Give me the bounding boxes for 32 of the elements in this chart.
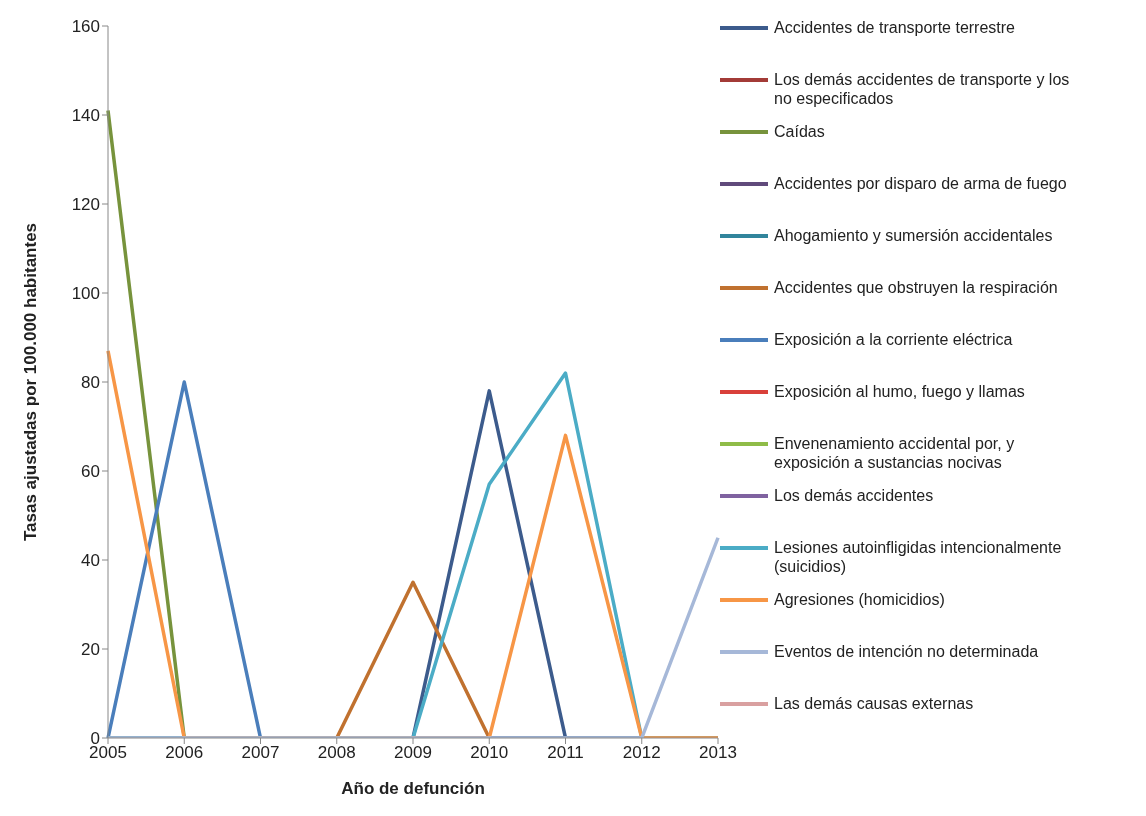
- legend-label: Accidentes que obstruyen la respiración: [774, 278, 1059, 297]
- x-tick-label: 2012: [622, 743, 661, 763]
- y-tick-label: 80: [81, 373, 100, 393]
- legend-label: Envenenamiento accidental por, y exposición a sustancias nocivas: [774, 434, 1016, 472]
- legend-label: Exposición a la corriente eléctrica: [774, 330, 1014, 349]
- y-tick-label: 60: [81, 462, 100, 482]
- legend-label: Caídas: [774, 122, 826, 141]
- y-axis-title: Tasas ajustadas por 100.000 habitantes: [21, 222, 41, 542]
- legend-label: Exposición al humo, fuego y llamas: [774, 382, 1026, 401]
- y-tick-label: 140: [71, 106, 100, 126]
- x-tick-label: 2010: [470, 743, 509, 763]
- x-tick-label: 2006: [165, 743, 204, 763]
- y-tick-label: 100: [71, 284, 100, 304]
- legend-label: Los demás accidentes de transporte y los no especificados: [774, 70, 1071, 108]
- legend-label: Accidentes por disparo de arma de fuego: [774, 174, 1068, 193]
- y-tick-label: 120: [71, 195, 100, 215]
- x-tick-label: 2007: [241, 743, 280, 763]
- y-tick-label: 160: [71, 17, 100, 37]
- legend-label: Agresiones (homicidios): [774, 590, 946, 609]
- y-tick-label: 40: [81, 551, 100, 571]
- y-tick-label: 20: [81, 640, 100, 660]
- legend-label: Accidentes de transporte terrestre: [774, 18, 1016, 37]
- legend-label: Las demás causas externas: [774, 694, 975, 713]
- x-axis-title: Año de defunción: [341, 779, 485, 798]
- x-tick-label: 2008: [317, 743, 356, 763]
- legend-label: Lesiones autoinfligidas intencionalmente (suicidios): [774, 538, 1063, 576]
- legend-label: Ahogamiento y sumersión accidentales: [774, 226, 1054, 245]
- x-tick-label: 2013: [699, 743, 737, 763]
- legend-label: Los demás accidentes: [774, 486, 935, 505]
- legend-label: Eventos de intención no determinada: [774, 642, 1040, 661]
- x-tick-label: 2011: [547, 743, 584, 763]
- x-tick-label: 2009: [394, 743, 432, 763]
